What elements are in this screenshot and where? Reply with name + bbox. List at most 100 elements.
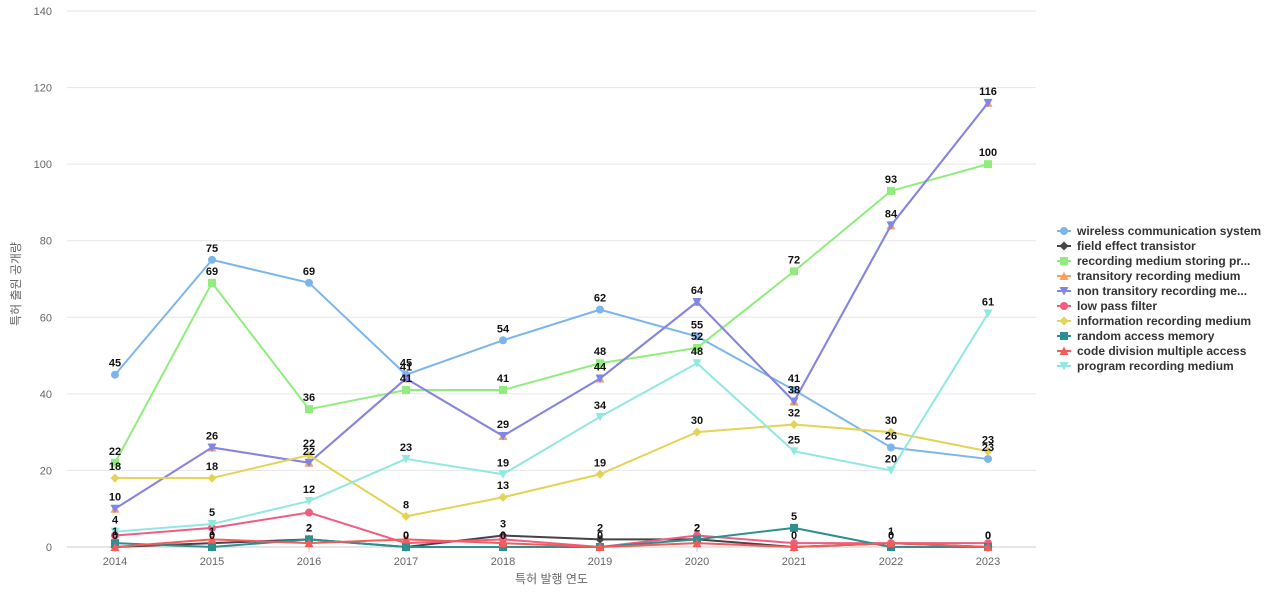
legend-item[interactable]: low pass filter <box>1057 299 1157 313</box>
legend-item[interactable]: code division multiple access <box>1057 344 1247 358</box>
y-axis-ticks: 0 20 40 60 80 100 120 140 <box>34 6 52 554</box>
legend-item[interactable]: non transitory recording me... <box>1057 284 1247 298</box>
data-point <box>499 336 507 345</box>
x-tick-label: 2014 <box>103 556 127 568</box>
data-label: 41 <box>400 373 412 385</box>
data-label: 41 <box>400 362 412 374</box>
data-label: 0 <box>500 530 506 542</box>
data-point <box>402 543 410 551</box>
data-point <box>595 542 605 551</box>
data-label: 36 <box>303 392 315 404</box>
series-line <box>114 102 989 510</box>
data-label: 5 <box>209 507 215 519</box>
data-label: 26 <box>885 430 897 442</box>
data-label: 64 <box>691 285 704 297</box>
data-label: 23 <box>982 442 994 454</box>
data-label: 0 <box>112 530 118 542</box>
data-label: 2 <box>306 522 312 534</box>
data-label: 23 <box>982 434 994 446</box>
data-point <box>111 458 119 467</box>
legend-label: recording medium storing pr... <box>1077 254 1250 268</box>
legend-item[interactable]: random access memory <box>1057 329 1215 343</box>
data-label: 25 <box>788 434 800 446</box>
legend-item[interactable]: field effect transistor <box>1057 239 1196 253</box>
data-label: 45 <box>400 358 412 370</box>
data-point <box>789 542 799 551</box>
data-label: 18 <box>206 461 218 473</box>
data-label: 41 <box>788 373 800 385</box>
legend-item[interactable]: transitory recording medium <box>1057 269 1240 283</box>
legend-item[interactable]: wireless communication system <box>1057 224 1261 238</box>
data-point <box>401 534 411 544</box>
x-tick-label: 2020 <box>685 556 709 568</box>
data-point <box>305 405 313 414</box>
data-point <box>110 542 120 551</box>
series-2 <box>111 160 992 467</box>
legend-item[interactable]: program recording medium <box>1057 359 1234 373</box>
data-label: 0 <box>597 530 603 542</box>
legend-symbol <box>1060 257 1068 265</box>
data-label: 48 <box>691 346 703 358</box>
legend-symbol <box>1060 227 1068 235</box>
data-label: 62 <box>594 293 606 305</box>
series-line <box>114 538 989 548</box>
data-label: 55 <box>691 319 703 331</box>
legend-symbol <box>1059 241 1069 251</box>
data-label: 8 <box>403 499 409 511</box>
data-point <box>887 443 895 452</box>
data-label: 22 <box>303 438 315 450</box>
data-point <box>207 473 217 483</box>
data-label: 26 <box>206 430 218 442</box>
data-label: 1 <box>112 526 118 538</box>
data-point <box>692 538 702 548</box>
data-label: 2 <box>694 522 700 534</box>
data-point <box>692 427 702 437</box>
data-label: 0 <box>985 530 991 542</box>
data-label: 18 <box>109 461 121 473</box>
data-label: 72 <box>788 254 800 266</box>
data-point <box>498 538 508 548</box>
data-label: 54 <box>497 323 510 335</box>
data-point <box>207 534 217 544</box>
x-axis-ticks: 2014 2015 2016 2017 2018 2019 2020 2021 2022 2023 <box>103 547 1000 568</box>
data-label: 34 <box>594 400 607 412</box>
legend-label: random access memory <box>1077 329 1215 343</box>
legend-item[interactable]: information recording medium <box>1057 314 1251 328</box>
legend-label: low pass filter <box>1077 299 1157 313</box>
y-tick-label: 20 <box>40 465 52 477</box>
y-tick-label: 60 <box>40 312 52 324</box>
legend-label: field effect transistor <box>1077 239 1196 253</box>
data-label: 38 <box>788 385 800 397</box>
y-tick-label: 40 <box>40 389 52 401</box>
data-label: 13 <box>497 480 509 492</box>
data-label: 116 <box>979 86 997 98</box>
grid-lines <box>67 10 1036 548</box>
data-label: 0 <box>403 530 409 542</box>
data-point <box>984 454 992 463</box>
legend-item[interactable]: recording medium storing pr... <box>1057 254 1250 268</box>
data-point <box>983 446 993 456</box>
series-line <box>114 312 989 533</box>
legend-symbol <box>1059 287 1069 296</box>
legend-symbol <box>1059 316 1069 326</box>
data-point <box>789 447 799 456</box>
data-label: 2 <box>306 522 312 534</box>
data-label: 69 <box>303 266 315 278</box>
x-tick-label: 2016 <box>297 556 321 568</box>
data-point <box>401 511 411 521</box>
x-tick-label: 2015 <box>200 556 224 568</box>
legend-symbol <box>1059 346 1069 355</box>
data-point <box>402 386 410 395</box>
series-line <box>115 423 989 518</box>
legend-label: information recording medium <box>1077 314 1251 328</box>
data-label: 0 <box>888 530 894 542</box>
data-point <box>595 412 605 422</box>
data-label: 1 <box>209 526 215 538</box>
legend-label: wireless communication system <box>1076 224 1261 238</box>
data-point <box>208 278 216 287</box>
data-label: 10 <box>109 492 121 504</box>
data-label: 2 <box>694 522 700 534</box>
data-label: 0 <box>985 530 991 542</box>
data-point <box>595 469 605 479</box>
